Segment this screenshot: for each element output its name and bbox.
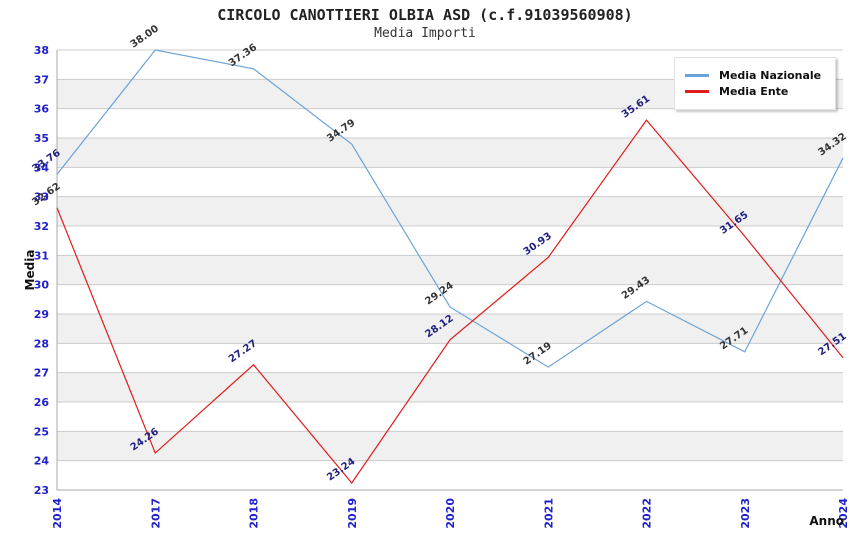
y-tick-label: 38 [34, 44, 49, 57]
data-point-label: 30.93 [522, 231, 554, 258]
y-tick-label: 33 [34, 191, 49, 204]
plot-band [57, 314, 843, 344]
y-axis-title: Media [23, 249, 37, 291]
y-tick-label: 34 [34, 161, 50, 174]
y-tick-label: 36 [34, 103, 50, 116]
plot-band [57, 138, 843, 168]
y-tick-label: 32 [34, 220, 49, 233]
chart-subtitle: Media Importi [374, 26, 476, 41]
legend-swatch-ente [685, 90, 709, 93]
x-tick-label: 2014 [51, 498, 64, 529]
x-tick-label: 2022 [641, 498, 654, 529]
plot-band [57, 431, 843, 461]
y-tick-label: 37 [34, 73, 49, 86]
x-tick-label: 2020 [444, 498, 457, 529]
x-tick-label: 2019 [346, 498, 359, 529]
plot-band [57, 196, 843, 226]
y-tick-label: 28 [34, 337, 49, 350]
y-tick-label: 24 [34, 455, 50, 468]
chart-title: CIRCOLO CANOTTIERI OLBIA ASD (c.f.910395… [217, 6, 633, 24]
legend-item-ente: Media Ente [685, 85, 821, 98]
data-point-label: 38.00 [129, 23, 161, 50]
data-point-label: 37.36 [227, 42, 259, 69]
legend-label-nazionale: Media Nazionale [719, 69, 822, 82]
x-tick-label: 2024 [837, 498, 850, 529]
series-line-media-nazionale [56, 49, 844, 368]
x-tick-label: 2023 [739, 498, 752, 529]
legend-label-ente: Media Ente [719, 85, 789, 98]
y-tick-label: 35 [34, 132, 49, 145]
legend-swatch-nazionale [685, 74, 709, 77]
plot-band [57, 255, 843, 285]
legend-item-nazionale: Media Nazionale [685, 69, 821, 82]
y-tick-label: 31 [34, 249, 49, 262]
legend: Media Nazionale Media Ente [674, 57, 837, 110]
x-tick-label: 2017 [149, 498, 162, 529]
data-point-label: 27.19 [522, 340, 554, 367]
plot-band [57, 372, 843, 402]
y-tick-label: 29 [34, 308, 49, 321]
x-axis-title: Anno [809, 514, 844, 528]
y-tick-label: 30 [34, 279, 50, 292]
y-tick-label: 23 [34, 484, 49, 497]
y-tick-label: 27 [34, 367, 49, 380]
y-tick-label: 25 [34, 425, 49, 438]
series-line-media-ente [56, 119, 844, 484]
y-tick-label: 26 [34, 396, 50, 409]
x-tick-label: 2021 [542, 498, 555, 529]
x-tick-label: 2018 [248, 498, 261, 529]
